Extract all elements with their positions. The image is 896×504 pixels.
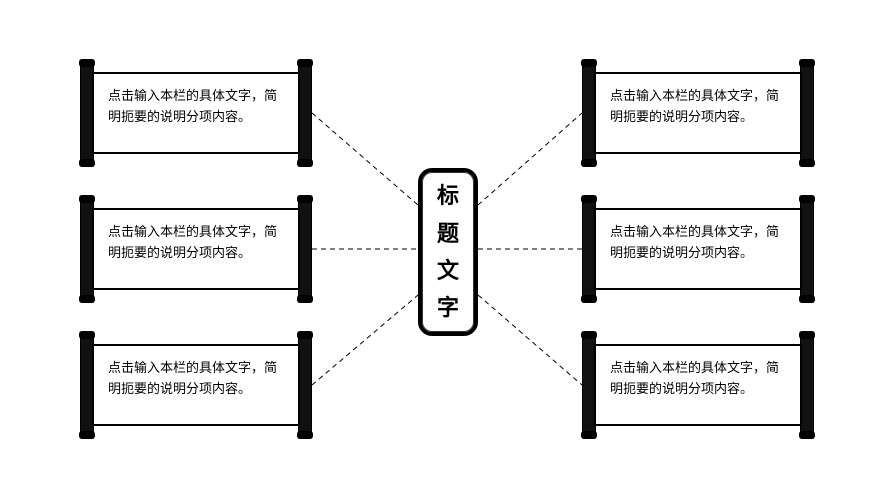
scroll-box-left-0: 点击输入本栏的具体文字，简明扼要的说明分项内容。 xyxy=(80,66,312,160)
connector-line xyxy=(312,113,418,205)
scroll-rod-right xyxy=(800,198,814,300)
center-title-box: 标 题 文 字 xyxy=(418,168,478,336)
center-char: 标 xyxy=(437,177,459,214)
scroll-rod-right xyxy=(298,62,312,164)
scroll-box-text: 点击输入本栏的具体文字，简明扼要的说明分项内容。 xyxy=(92,344,300,426)
scroll-box-right-0: 点击输入本栏的具体文字，简明扼要的说明分项内容。 xyxy=(582,66,814,160)
scroll-box-left-2: 点击输入本栏的具体文字，简明扼要的说明分项内容。 xyxy=(80,338,312,432)
scroll-box-text: 点击输入本栏的具体文字，简明扼要的说明分项内容。 xyxy=(92,208,300,290)
scroll-box-text: 点击输入本栏的具体文字，简明扼要的说明分项内容。 xyxy=(92,72,300,154)
scroll-rod-right xyxy=(800,62,814,164)
scroll-rod-right xyxy=(298,198,312,300)
center-char: 字 xyxy=(437,289,459,326)
scroll-rod-right xyxy=(298,334,312,436)
connector-line xyxy=(312,295,418,385)
diagram-canvas: 标 题 文 字 点击输入本栏的具体文字，简明扼要的说明分项内容。点击输入本栏的具… xyxy=(0,0,896,504)
scroll-box-text: 点击输入本栏的具体文字，简明扼要的说明分项内容。 xyxy=(594,208,802,290)
connector-line xyxy=(478,295,582,385)
scroll-box-right-2: 点击输入本栏的具体文字，简明扼要的说明分项内容。 xyxy=(582,338,814,432)
scroll-box-text: 点击输入本栏的具体文字，简明扼要的说明分项内容。 xyxy=(594,344,802,426)
connector-line xyxy=(478,113,582,205)
scroll-box-right-1: 点击输入本栏的具体文字，简明扼要的说明分项内容。 xyxy=(582,202,814,296)
scroll-box-left-1: 点击输入本栏的具体文字，简明扼要的说明分项内容。 xyxy=(80,202,312,296)
scroll-box-text: 点击输入本栏的具体文字，简明扼要的说明分项内容。 xyxy=(594,72,802,154)
scroll-rod-right xyxy=(800,334,814,436)
center-char: 文 xyxy=(437,252,459,289)
center-char: 题 xyxy=(437,215,459,252)
